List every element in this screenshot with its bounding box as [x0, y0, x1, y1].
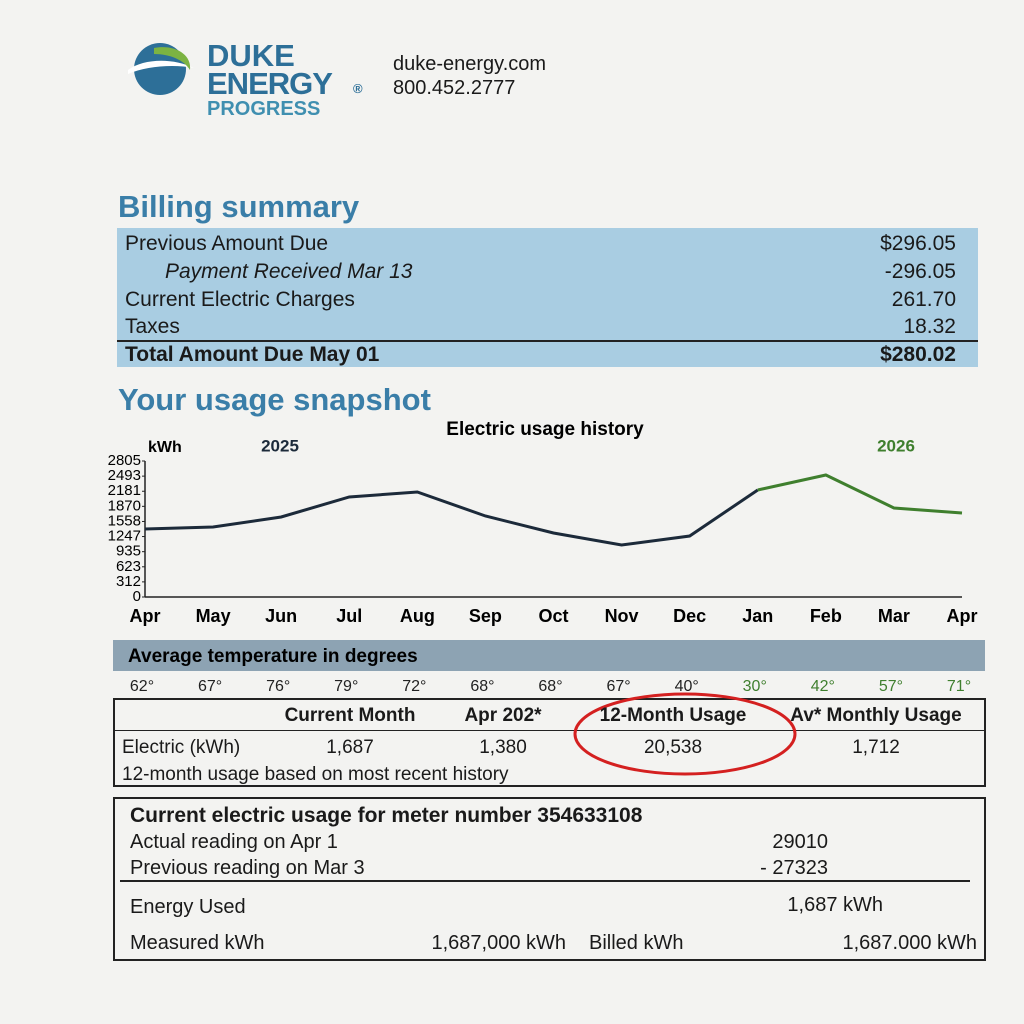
meter-label: Energy Used: [130, 896, 246, 918]
temperature-value: 42°: [811, 678, 835, 695]
temperature-value: 71°: [947, 678, 971, 695]
temperature-value: 68°: [538, 678, 562, 695]
meter-label: Billed kWh: [589, 932, 684, 954]
logo-swoosh: [128, 60, 194, 74]
table-value: 1,687: [326, 737, 374, 758]
logo-registered: ®: [353, 81, 363, 96]
y-tick-label: 623: [116, 558, 141, 575]
highlight-circle: [573, 692, 797, 776]
chart-title: Electric usage history: [446, 419, 644, 440]
meter-rule: [120, 880, 970, 882]
x-tick-label: Mar: [878, 606, 910, 626]
x-tick-label: Jul: [336, 606, 362, 626]
x-tick-label: Nov: [605, 606, 639, 626]
meter-value: 1,687,000 kWh: [431, 932, 566, 954]
logo-text: ENERGY: [207, 66, 333, 101]
billing-amount: -296.05: [884, 260, 956, 283]
logo-swoosh-green: [154, 47, 191, 70]
meter-label: Measured kWh: [130, 932, 265, 954]
meter-label: Actual reading on Apr 1: [130, 831, 338, 853]
table-header: Apr 202*: [464, 705, 542, 726]
row-label: Electric (kWh): [122, 737, 241, 758]
meter-value: 1,687 kWh: [787, 894, 883, 916]
x-tick-label: Jun: [265, 606, 297, 626]
x-tick-label: Oct: [538, 606, 568, 626]
y-tick-label: 1558: [108, 512, 141, 529]
x-tick-label: Dec: [673, 606, 706, 626]
y-axis-label: kWh: [148, 439, 182, 456]
temperature-band: [113, 640, 985, 671]
temperature-title: Average temperature in degrees: [128, 646, 418, 667]
table-header: 12-Month Usage: [599, 705, 747, 726]
billing-label: Taxes: [125, 315, 180, 338]
temperature-value: 79°: [334, 678, 358, 695]
website: duke-energy.com: [393, 53, 547, 75]
y-tick-label: 935: [116, 543, 141, 560]
x-tick-label: May: [196, 606, 231, 626]
temperature-value: 67°: [606, 678, 630, 695]
temperature-value: 72°: [402, 678, 426, 695]
billing-label: Payment Received Mar 13: [165, 260, 413, 283]
red-ellipse: [573, 692, 797, 776]
meter-value: 29010: [772, 831, 828, 853]
billing-amount: $296.05: [880, 232, 956, 255]
usage-table: [113, 698, 986, 787]
x-tick-label: Sep: [469, 606, 502, 626]
x-tick-label: Apr: [130, 606, 161, 626]
temperature-value: 68°: [470, 678, 494, 695]
legend-label: 2025: [261, 436, 299, 455]
total-label: Total Amount Due May 01: [125, 343, 380, 366]
logo-icon: [128, 43, 194, 95]
billing-label: Current Electric Charges: [125, 288, 355, 311]
y-tick-label: 2181: [108, 482, 141, 499]
table-value: 20,538: [643, 737, 703, 758]
table-header: Current Month: [284, 705, 416, 726]
section-title: Your usage snapshot: [118, 382, 431, 417]
y-tick-label: 0: [133, 588, 141, 605]
table-rule: [115, 730, 984, 731]
table-note: 12-month usage based on most recent hist…: [122, 764, 509, 785]
meter-title: Current electric usage for meter number …: [130, 804, 643, 827]
line-series: [144, 488, 759, 547]
x-tick-label: Jan: [742, 606, 773, 626]
table-header: Av* Monthly Usage: [790, 705, 962, 726]
x-tick-label: Apr: [947, 606, 978, 626]
phone: 800.452.2777: [393, 77, 516, 99]
meter-value: 1,687.000 kWh: [842, 932, 977, 954]
meter-label: Previous reading on Mar 3: [130, 857, 365, 879]
table-value: 1,712: [852, 737, 900, 758]
temperature-value: 30°: [743, 678, 767, 695]
table-value: 1,380: [479, 737, 527, 758]
temperature-value: 67°: [198, 678, 222, 695]
temperature-value: 62°: [130, 678, 154, 695]
y-tick-label: 312: [116, 573, 141, 590]
meter-box: [113, 797, 986, 961]
temperature-value: 57°: [879, 678, 903, 695]
temperature-value: 40°: [675, 678, 699, 695]
y-tick-label: 1247: [108, 528, 141, 545]
usage-chart: Electric usage history kWh Average tempe…: [108, 419, 985, 695]
total-rule: [117, 340, 978, 342]
temperature-value: 76°: [266, 678, 290, 695]
billing-amount: 261.70: [891, 288, 956, 311]
x-tick-label: Aug: [400, 606, 435, 626]
x-tick-label: Feb: [810, 606, 842, 626]
legend-label: 2026: [877, 436, 915, 455]
y-tick-label: 2493: [108, 467, 141, 484]
total-amount: $280.02: [880, 343, 956, 366]
logo-text: DUKE: [207, 38, 295, 73]
line-series: [757, 473, 963, 515]
meter-value: - 27323: [760, 857, 828, 879]
y-tick-label: 1870: [108, 497, 141, 514]
logo-subtext: PROGRESS: [207, 98, 321, 120]
section-title: Billing summary: [118, 189, 360, 224]
billing-amount: 18.32: [903, 315, 956, 338]
y-tick-label: 2805: [108, 452, 141, 469]
billing-box: [117, 228, 978, 367]
billing-label: Previous Amount Due: [125, 232, 329, 255]
